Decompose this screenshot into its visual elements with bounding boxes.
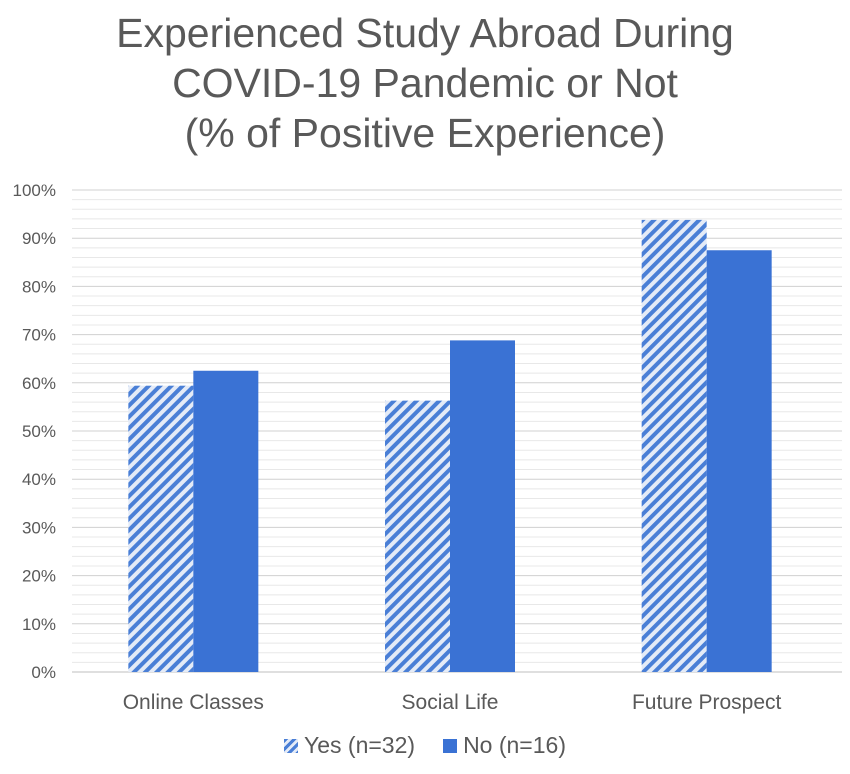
legend-swatch-yes xyxy=(284,738,299,753)
y-tick-label: 30% xyxy=(22,518,56,537)
y-tick-label: 80% xyxy=(22,277,56,296)
legend-swatch-no xyxy=(443,738,458,753)
y-tick-label: 70% xyxy=(22,326,56,345)
bar-no-future-prospect xyxy=(706,250,772,672)
chart-title: Experienced Study Abroad During COVID-19… xyxy=(0,8,850,158)
bar-yes-online-classes xyxy=(128,385,194,672)
x-tick-label: Social Life xyxy=(402,691,499,714)
chart-title-line-1: Experienced Study Abroad During xyxy=(116,10,734,56)
y-tick-label: 10% xyxy=(22,615,56,634)
y-tick-label: 0% xyxy=(31,663,56,682)
y-tick-label: 90% xyxy=(22,229,56,248)
legend: Yes (n=32) No (n=16) xyxy=(0,732,850,759)
legend-item-no[interactable]: No (n=16) xyxy=(443,732,566,759)
bar-no-social-life xyxy=(450,340,515,672)
bar-yes-social-life xyxy=(385,400,450,672)
x-tick-label: Future Prospect xyxy=(632,691,782,714)
legend-label-yes: Yes (n=32) xyxy=(304,732,416,758)
legend-label-no: No (n=16) xyxy=(463,732,566,758)
bar-yes-future-prospect xyxy=(641,219,707,672)
bars xyxy=(128,219,772,672)
y-tick-label: 50% xyxy=(22,422,56,441)
legend-item-yes[interactable]: Yes (n=32) xyxy=(284,732,415,759)
y-tick-label: 60% xyxy=(22,374,56,393)
chart-title-line-3: (% of Positive Experience) xyxy=(184,110,666,156)
y-tick-label: 100% xyxy=(13,181,56,200)
y-tick-label: 40% xyxy=(22,470,56,489)
y-tick-label: 20% xyxy=(22,567,56,586)
bar-no-online-classes xyxy=(193,370,259,672)
axes: 0% 10% 20% 30% 40% 50% 60% 70% 80% 90% 100% Online … xyxy=(13,181,782,714)
chart-title-line-2: COVID-19 Pandemic or Not xyxy=(172,60,678,106)
x-tick-label: Online Classes xyxy=(123,691,264,714)
